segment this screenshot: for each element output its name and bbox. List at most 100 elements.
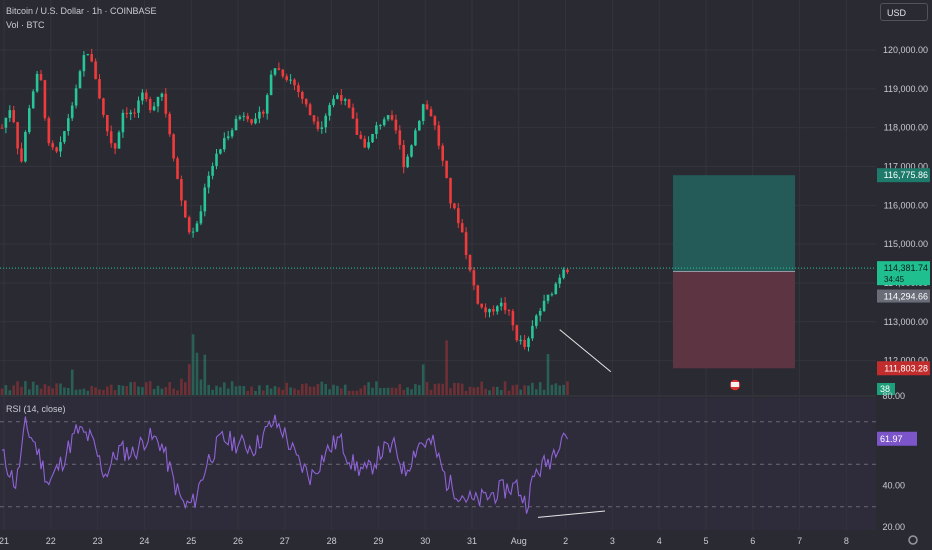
volume-bar xyxy=(109,384,113,395)
volume-bar xyxy=(441,383,444,395)
volume-bar xyxy=(199,379,203,395)
candle-body xyxy=(297,85,300,93)
candle-body xyxy=(566,269,569,273)
volume-bar xyxy=(86,390,90,395)
price-tick-label: 112,000.00 xyxy=(884,356,928,366)
volume-bar xyxy=(121,385,125,395)
candle-body xyxy=(316,121,320,129)
candle-body xyxy=(262,111,265,114)
gear-ring xyxy=(908,535,918,545)
candle-body xyxy=(0,127,4,129)
volume-bar xyxy=(31,381,35,395)
candle-body xyxy=(542,300,546,311)
candle-body xyxy=(386,115,390,120)
candle-body xyxy=(191,231,195,233)
candle-body xyxy=(156,96,160,107)
volume-bar xyxy=(180,378,183,395)
volume-bar xyxy=(566,381,569,395)
candle-body xyxy=(371,134,374,143)
candle-body xyxy=(102,98,105,115)
candle-body xyxy=(488,309,491,313)
volume-bar xyxy=(437,383,441,395)
volume-bar xyxy=(106,386,109,395)
volume-bar xyxy=(145,382,148,395)
volume-bar xyxy=(347,390,351,395)
candle-body xyxy=(176,158,179,180)
volume-bar xyxy=(351,390,355,395)
volume-bar xyxy=(546,354,550,395)
rsi-line xyxy=(1,414,568,514)
candle-body xyxy=(410,145,413,157)
candle-body xyxy=(277,68,281,70)
x-tick-label: 30 xyxy=(420,536,430,546)
volume-bar xyxy=(258,385,261,395)
x-tick-label: 23 xyxy=(93,536,103,546)
volume-bar xyxy=(398,384,402,395)
volume-bar xyxy=(312,386,316,395)
candle-body xyxy=(527,338,530,348)
candle-body xyxy=(515,325,519,341)
candle-body xyxy=(343,99,347,101)
volume-bar xyxy=(39,388,43,395)
volume-bar xyxy=(4,385,8,395)
candle-body xyxy=(238,116,242,119)
volume-bar xyxy=(0,388,4,395)
volume-bar xyxy=(375,381,378,395)
volume-badge-bg xyxy=(877,383,895,395)
candle-body xyxy=(31,91,35,109)
volume-badge: 38 xyxy=(880,384,890,394)
volume-bar xyxy=(74,389,78,395)
volume-bar xyxy=(379,388,382,395)
candle-body xyxy=(453,203,456,209)
target-price-tag-bg xyxy=(877,168,930,183)
volume-bar xyxy=(234,386,238,395)
current-price-tag: 114,381.74 xyxy=(884,263,928,273)
candle-body xyxy=(523,339,526,348)
volume-bar xyxy=(203,354,207,395)
candle-body xyxy=(47,118,51,144)
volume-bar xyxy=(480,381,483,395)
volume-bar xyxy=(133,381,136,395)
volume-bar xyxy=(59,383,62,395)
volume-bar xyxy=(8,390,12,395)
x-tick-label: 8 xyxy=(844,536,849,546)
candle-body xyxy=(367,142,370,148)
candle-body xyxy=(519,339,522,341)
candle-body xyxy=(355,118,359,135)
rsi-value-tag: 61.97 xyxy=(880,434,903,444)
volume-bar xyxy=(297,389,300,395)
currency-button[interactable]: USD xyxy=(880,3,928,21)
volume-bar xyxy=(265,385,269,395)
volume-bar xyxy=(554,383,558,395)
volume-bar xyxy=(152,388,156,395)
candle-body xyxy=(187,217,191,233)
candle-body xyxy=(137,100,140,113)
volume-bar xyxy=(332,384,335,395)
candle-body xyxy=(106,114,109,132)
candle-body xyxy=(195,223,199,232)
volume-bar xyxy=(273,386,277,395)
stop-price-tag: 111,803.28 xyxy=(884,363,928,373)
candle-body xyxy=(74,88,78,106)
volume-bar xyxy=(129,382,132,395)
candle-body xyxy=(226,136,230,139)
candle-body xyxy=(90,54,93,62)
candle-body xyxy=(492,309,495,312)
candle-body xyxy=(265,95,269,114)
volume-bar xyxy=(254,390,257,395)
entry-price-tag: 114,294.66 xyxy=(884,292,928,302)
stop-price-tag-bg xyxy=(877,361,930,376)
volume-bar xyxy=(367,382,370,395)
volume-bar xyxy=(453,383,456,395)
volume-bar xyxy=(12,385,15,395)
candle-body xyxy=(145,92,148,100)
volume-bar xyxy=(542,389,546,395)
x-tick-label: 27 xyxy=(280,536,290,546)
candle-body xyxy=(363,138,366,148)
candle-body xyxy=(67,118,70,132)
rsi-value-tag-bg xyxy=(877,431,917,446)
candle-body xyxy=(94,61,97,80)
candle-body xyxy=(59,142,62,152)
x-tick-label: 24 xyxy=(139,536,149,546)
